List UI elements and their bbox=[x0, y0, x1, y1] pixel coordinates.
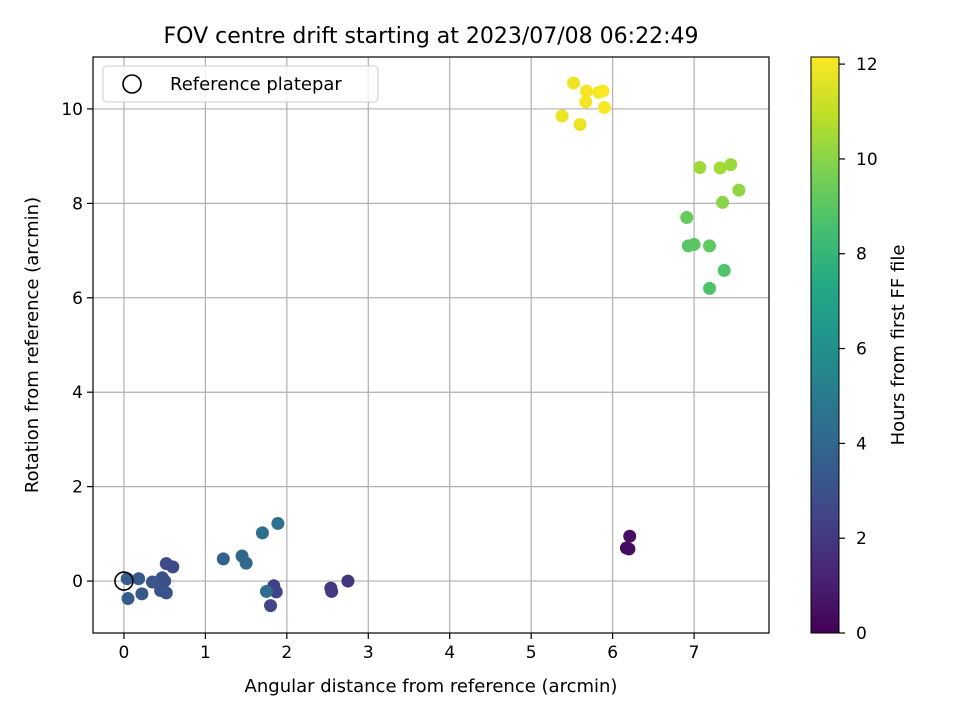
data-point bbox=[325, 584, 339, 598]
colorbar-tick-label: 10 bbox=[856, 150, 878, 170]
y-tick-label: 0 bbox=[72, 572, 83, 592]
data-point bbox=[135, 587, 149, 601]
y-axis-ticks: 0 2 4 6 8 10 bbox=[61, 100, 93, 592]
data-point bbox=[159, 586, 173, 600]
x-tick-label: 0 bbox=[119, 643, 130, 663]
data-point bbox=[120, 572, 134, 586]
data-point bbox=[159, 557, 173, 571]
legend-entry-reference: Reference platepar bbox=[170, 74, 342, 95]
data-point bbox=[716, 195, 730, 209]
data-point bbox=[693, 160, 707, 174]
data-point bbox=[567, 76, 581, 90]
colorbar bbox=[810, 56, 840, 634]
colorbar-tick-label: 2 bbox=[856, 529, 867, 549]
data-point bbox=[271, 516, 285, 530]
reference-platepar-marker bbox=[114, 571, 134, 591]
data-point bbox=[216, 552, 230, 566]
data-point bbox=[259, 584, 273, 598]
y-tick-label: 10 bbox=[61, 100, 83, 120]
data-point bbox=[680, 211, 694, 225]
y-axis-label: Rotation from reference (arcmin) bbox=[22, 197, 43, 493]
data-point bbox=[573, 118, 587, 132]
data-point bbox=[579, 95, 593, 109]
data-point bbox=[596, 84, 610, 98]
data-point bbox=[717, 263, 731, 277]
x-tick-label: 4 bbox=[444, 643, 455, 663]
data-point bbox=[703, 281, 717, 295]
colorbar-tick-label: 6 bbox=[856, 340, 867, 360]
x-tick-label: 6 bbox=[607, 643, 618, 663]
colorbar-label: Hours from first FF file bbox=[888, 245, 909, 446]
legend: Reference platepar bbox=[102, 65, 379, 103]
y-tick-label: 6 bbox=[72, 289, 83, 309]
data-point bbox=[145, 575, 159, 589]
data-point bbox=[732, 183, 746, 197]
colorbar-tick-label: 8 bbox=[856, 245, 867, 265]
data-point bbox=[239, 556, 253, 570]
plot-frame bbox=[92, 56, 770, 634]
x-tick-label: 3 bbox=[363, 643, 374, 663]
data-point bbox=[155, 571, 169, 585]
data-point bbox=[555, 109, 569, 123]
data-point bbox=[341, 574, 355, 588]
data-point bbox=[687, 237, 701, 251]
x-tick-label: 2 bbox=[281, 643, 292, 663]
colorbar-tick-label: 4 bbox=[856, 434, 867, 454]
colorbar-ticks: 0 2 4 6 8 10 12 bbox=[839, 55, 878, 644]
data-point bbox=[623, 529, 637, 543]
data-point bbox=[121, 592, 135, 606]
x-tick-label: 7 bbox=[689, 643, 700, 663]
data-point bbox=[255, 526, 269, 540]
data-point bbox=[132, 572, 146, 586]
data-point bbox=[580, 84, 594, 98]
data-point bbox=[622, 542, 636, 556]
chart-title: FOV centre drift starting at 2023/07/08 … bbox=[164, 24, 699, 49]
grid-lines bbox=[93, 57, 769, 633]
y-tick-label: 2 bbox=[72, 478, 83, 498]
colorbar-tick-label: 12 bbox=[856, 55, 878, 75]
data-point bbox=[264, 599, 278, 613]
scatter-points bbox=[120, 76, 746, 613]
y-tick-label: 8 bbox=[72, 194, 83, 214]
data-point bbox=[269, 585, 283, 599]
data-point bbox=[724, 158, 738, 172]
data-point bbox=[713, 161, 727, 175]
y-tick-label: 4 bbox=[72, 383, 83, 403]
data-point bbox=[597, 101, 611, 115]
data-point bbox=[703, 239, 717, 253]
legend-box bbox=[102, 65, 379, 103]
colorbar-tick-label: 0 bbox=[856, 624, 867, 644]
x-axis-ticks: 0 1 2 3 4 5 6 7 bbox=[119, 633, 700, 663]
legend-reference-icon bbox=[122, 74, 142, 94]
x-axis-label: Angular distance from reference (arcmin) bbox=[245, 676, 618, 697]
x-tick-label: 5 bbox=[526, 643, 537, 663]
x-tick-label: 1 bbox=[200, 643, 211, 663]
